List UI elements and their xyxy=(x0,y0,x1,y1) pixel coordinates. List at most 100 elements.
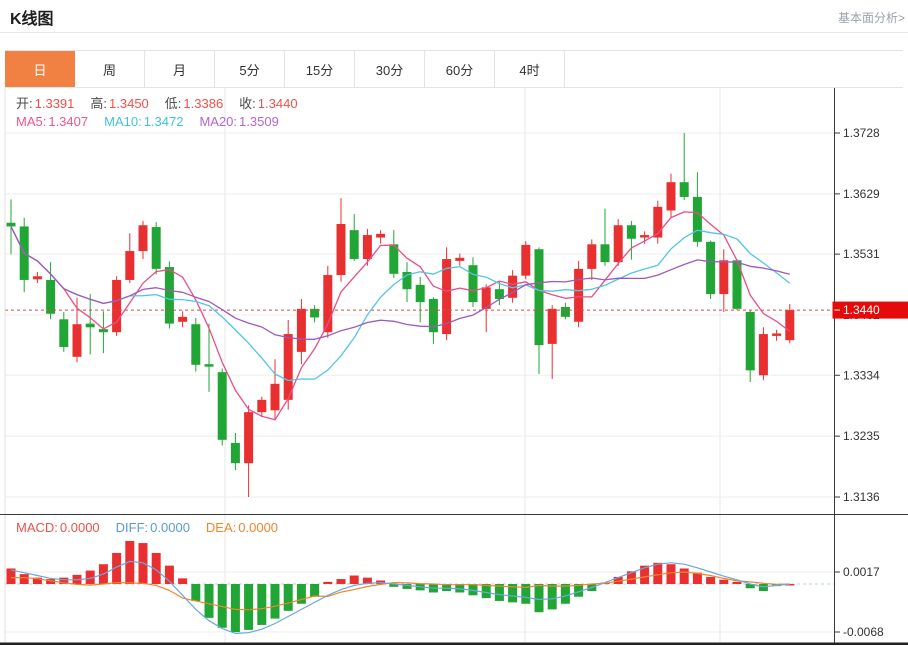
candle xyxy=(640,235,650,238)
tab-interval-0[interactable]: 日 xyxy=(5,51,75,87)
macd-bar xyxy=(653,562,663,584)
candle xyxy=(745,311,755,371)
candle xyxy=(283,334,293,400)
candle xyxy=(151,227,161,269)
candle xyxy=(217,372,227,440)
tab-interval-2[interactable]: 月 xyxy=(145,51,215,87)
macd-bar xyxy=(85,570,95,584)
macd-bar xyxy=(745,584,755,589)
candle xyxy=(323,275,333,333)
macd-bar xyxy=(191,584,201,601)
candle xyxy=(138,225,148,252)
legend-label: MA10: xyxy=(104,114,142,129)
candle xyxy=(719,260,729,295)
tab-interval-6[interactable]: 60分 xyxy=(425,51,495,87)
macd-bar xyxy=(336,579,346,584)
axes xyxy=(0,88,908,645)
legend-value: 1.3509 xyxy=(239,114,279,129)
ma20-line xyxy=(10,226,790,340)
candle xyxy=(46,279,56,314)
candle xyxy=(257,399,267,413)
candle xyxy=(521,244,531,276)
candles xyxy=(6,133,795,498)
macd-bar xyxy=(547,584,557,610)
macd-histogram xyxy=(6,540,795,633)
macd-bar xyxy=(310,584,320,597)
ma-legend: MA5: 1.3407 MA10: 1.3472 MA20: 1.3509 xyxy=(16,114,295,129)
legend-value: 1.3407 xyxy=(48,114,89,129)
candle xyxy=(785,310,795,341)
candle xyxy=(428,299,438,333)
legend-item: DIFF: 0.0000 xyxy=(116,520,190,535)
candle xyxy=(481,287,491,309)
macd-bar xyxy=(785,584,795,586)
legend-value: 0.0000 xyxy=(238,520,279,535)
candle xyxy=(191,324,201,365)
candle xyxy=(389,244,399,274)
candle xyxy=(442,259,452,335)
macd-bar xyxy=(32,577,42,584)
legend-item: MACD: 0.0000 xyxy=(16,520,100,535)
legend-label: 低: xyxy=(164,96,182,111)
candle xyxy=(244,412,254,464)
macd-bar xyxy=(112,552,122,584)
macd-bar xyxy=(640,565,650,584)
candle xyxy=(732,260,742,309)
candle xyxy=(692,196,702,242)
macd-bar xyxy=(349,575,359,584)
candle xyxy=(666,182,676,211)
candle xyxy=(296,308,306,352)
candle xyxy=(85,323,95,328)
candle xyxy=(402,271,412,290)
macd-bar xyxy=(59,577,69,584)
macd-bar xyxy=(626,571,636,584)
macd-bar xyxy=(217,584,227,628)
axis-tick-label: 1.3235 xyxy=(843,429,880,443)
macd-bar xyxy=(494,584,504,601)
legend-label: MA20: xyxy=(199,114,238,129)
ohlc-legend: 开: 1.3391 高: 1.3450 低: 1.3386 收: 1.3440 xyxy=(16,93,314,112)
macd-bar xyxy=(613,576,623,584)
candle xyxy=(613,225,623,263)
macd-bar xyxy=(204,584,214,618)
candle xyxy=(560,307,570,317)
legend-value: 1.3440 xyxy=(257,96,298,111)
axis-tick-label: 1.3136 xyxy=(843,490,880,504)
legend-value: 1.3472 xyxy=(143,114,184,129)
axis-tick-label: -0.0068 xyxy=(843,625,884,639)
macd-bar xyxy=(442,584,452,592)
candle xyxy=(574,268,584,322)
macd-bar xyxy=(296,584,306,604)
tab-interval-5[interactable]: 30分 xyxy=(355,51,425,87)
macd-bar xyxy=(270,584,280,619)
ma5-line xyxy=(10,211,791,421)
tab-interval-4[interactable]: 15分 xyxy=(285,51,355,87)
macd-bar xyxy=(534,584,544,613)
candle xyxy=(376,233,386,238)
candle xyxy=(772,333,782,336)
legend-item: 低: 1.3386 xyxy=(165,96,223,111)
legend-item: MA20: 1.3509 xyxy=(199,114,278,129)
macd-bar xyxy=(574,584,584,597)
page-title: K线图 xyxy=(10,11,54,28)
tab-interval-7[interactable]: 4时 xyxy=(495,51,565,87)
macd-bar xyxy=(244,584,254,630)
legend-label: DIFF: xyxy=(115,520,149,535)
macd-bar xyxy=(719,579,729,584)
macd-bar xyxy=(521,584,531,604)
legend-item: DEA: 0.0000 xyxy=(206,520,278,535)
axis-tick-label: 0.0017 xyxy=(843,565,880,579)
macd-bar xyxy=(46,579,56,584)
macd-legend: MACD: 0.0000 DIFF: 0.0000 DEA: 0.0000 xyxy=(16,520,294,535)
tab-interval-1[interactable]: 周 xyxy=(75,51,145,87)
fundamental-analysis-link[interactable]: 基本面分析> xyxy=(837,11,905,25)
axis-tick-label: 1.3531 xyxy=(843,247,880,261)
tab-interval-3[interactable]: 5分 xyxy=(215,51,285,87)
candle xyxy=(706,241,716,295)
candle xyxy=(125,251,135,280)
candle xyxy=(547,308,557,344)
macd-bar xyxy=(666,564,676,584)
candle xyxy=(32,276,42,280)
